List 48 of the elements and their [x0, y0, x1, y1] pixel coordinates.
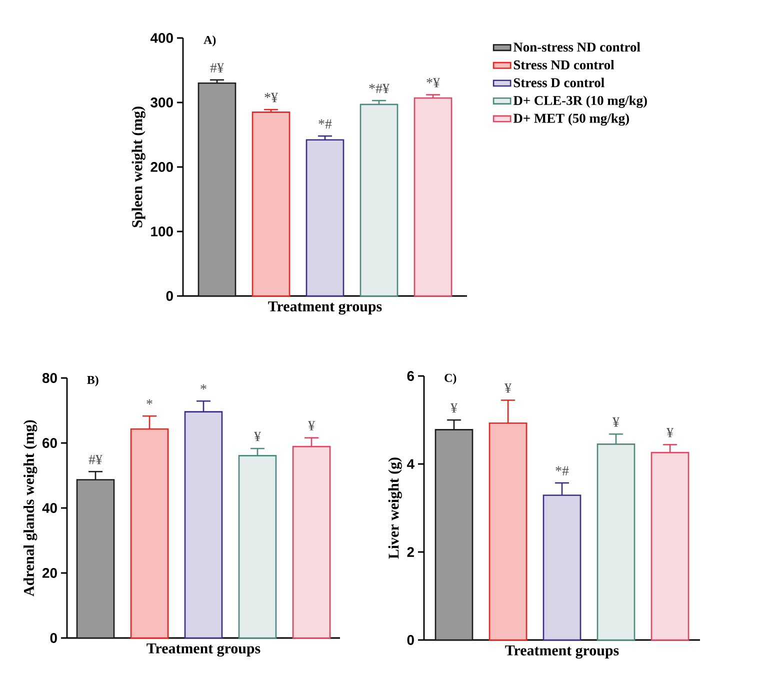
y-tick-label: 400 — [150, 33, 173, 43]
y-tick-label: 2 — [407, 547, 414, 557]
bar — [414, 97, 452, 297]
legend-label: D+ MET (50 mg/kg) — [513, 113, 629, 126]
y-tick-label: 60 — [42, 438, 57, 448]
annotation: *¥ — [426, 78, 440, 88]
bar — [252, 112, 290, 297]
bar — [306, 139, 344, 297]
annotation: #¥ — [88, 454, 102, 464]
annotation: ¥ — [504, 384, 512, 393]
annotation: *#¥ — [369, 84, 390, 94]
y-tick-label: 80 — [42, 373, 57, 383]
bar — [360, 104, 398, 297]
y-tick-label: 100 — [151, 226, 173, 236]
y-tick-label: 0 — [407, 635, 414, 645]
y-tick-label: 200 — [150, 162, 173, 172]
chart-title: C) — [444, 374, 456, 384]
annotation: #¥ — [210, 63, 224, 72]
annotation: *# — [318, 119, 332, 129]
annotation: ¥ — [612, 417, 620, 427]
x-axis-title: Treatment groups — [146, 644, 260, 657]
annotation: * — [146, 399, 152, 404]
legend-label: Stress ND control — [514, 60, 614, 70]
y-tick-label: 300 — [150, 98, 173, 108]
y-tick-label: 0 — [50, 633, 57, 643]
x-axis-title: Treatment groups — [505, 646, 619, 659]
y-tick-label: 20 — [42, 568, 57, 578]
annotation: ¥ — [666, 428, 674, 438]
y-tick-label: 0 — [166, 291, 173, 301]
annotation: * — [200, 384, 206, 390]
annotation: ¥ — [450, 403, 458, 412]
legend-label: D+ CLE-3R (10 mg/kg) — [513, 96, 647, 108]
annotation: *¥ — [264, 92, 278, 102]
legend-label: Non-stress ND control — [513, 42, 640, 52]
y-axis-title: Liver weight (g) — [388, 458, 402, 559]
y-axis-title: Adrenal glands weight (mg) — [23, 420, 38, 596]
chart-title: B) — [87, 376, 98, 386]
bar — [198, 82, 236, 297]
annotation: ¥ — [308, 421, 315, 430]
annotation: ¥ — [254, 432, 261, 442]
annotation: *# — [556, 466, 569, 476]
y-tick-label: 4 — [406, 459, 414, 469]
legend-label: Stress D control — [514, 78, 604, 88]
x-axis-title: Treatment groups — [268, 302, 382, 315]
y-axis-title: Spleen weight (mg) — [132, 106, 146, 228]
chart-title: A) — [204, 36, 216, 46]
y-tick-label: 40 — [42, 503, 57, 513]
y-tick-label: 6 — [407, 371, 414, 381]
